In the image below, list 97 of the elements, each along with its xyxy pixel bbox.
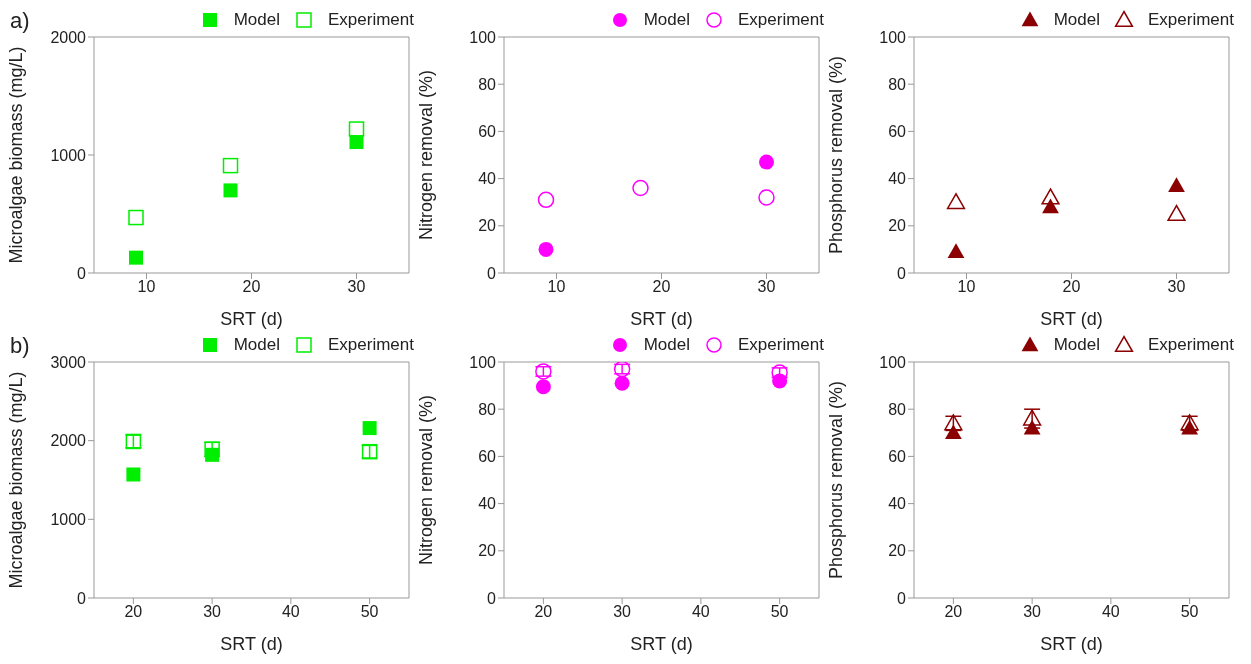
point xyxy=(348,121,365,137)
x-tick-label: 20 xyxy=(652,278,671,296)
y-axis-title: Nitrogen removal (%) xyxy=(416,394,437,566)
point xyxy=(1023,419,1041,435)
x-tick-label: 30 xyxy=(347,278,366,296)
x-tick-label: 40 xyxy=(1101,603,1120,621)
y-tick-label: 40 xyxy=(478,495,497,513)
legend-label: Model xyxy=(1053,335,1101,355)
point xyxy=(759,154,774,170)
legend-label: Experiment xyxy=(1148,10,1234,30)
x-tick-label: 10 xyxy=(547,278,566,296)
y-axis-title: Phosphorus removal (%) xyxy=(826,55,847,255)
y-tick-label: 20 xyxy=(888,542,907,560)
legend-label: Experiment xyxy=(328,10,414,30)
y-axis-title: Phosphorus removal (%) xyxy=(826,380,847,580)
point xyxy=(362,421,377,436)
x-tick-label: 30 xyxy=(1023,603,1042,621)
point xyxy=(126,467,141,482)
y-tick-label: 2000 xyxy=(50,28,87,46)
x-tick-label: 10 xyxy=(137,278,156,296)
legend-label: Experiment xyxy=(738,10,824,30)
x-tick-label: 20 xyxy=(944,603,963,621)
y-tick-label: 100 xyxy=(879,353,907,371)
y-tick-label: 80 xyxy=(888,75,907,93)
x-axis-title: SRT (d) xyxy=(630,634,693,654)
x-tick-label: 20 xyxy=(534,603,553,621)
y-tick-label: 40 xyxy=(478,170,497,188)
y-tick-label: 20 xyxy=(478,542,497,560)
x-tick-label: 40 xyxy=(691,603,710,621)
legend-label: Experiment xyxy=(738,335,824,355)
y-tick-label: 0 xyxy=(487,264,497,282)
point xyxy=(1041,188,1060,205)
y-tick-label: 3000 xyxy=(50,353,87,371)
point xyxy=(758,189,775,206)
x-tick-label: 20 xyxy=(124,603,143,621)
y-tick-label: 100 xyxy=(469,353,497,371)
y-tick-label: 100 xyxy=(469,28,497,46)
point xyxy=(947,243,965,259)
y-tick-label: 80 xyxy=(888,400,907,418)
x-tick-label: 40 xyxy=(281,603,300,621)
y-tick-label: 1000 xyxy=(50,511,87,529)
x-axis-title: SRT (d) xyxy=(1040,634,1103,654)
x-tick-label: 30 xyxy=(757,278,776,296)
y-tick-label: 0 xyxy=(897,264,907,282)
point xyxy=(129,250,143,265)
y-tick-label: 60 xyxy=(478,123,497,141)
y-tick-label: 60 xyxy=(888,123,907,141)
x-axis-title: SRT (d) xyxy=(220,309,283,329)
point xyxy=(537,191,555,209)
y-tick-label: 100 xyxy=(879,28,907,46)
y-tick-label: 80 xyxy=(478,75,497,93)
x-tick-label: 20 xyxy=(1062,278,1081,296)
point xyxy=(946,193,966,210)
x-tick-label: 30 xyxy=(613,603,632,621)
point xyxy=(632,179,649,197)
y-tick-label: 80 xyxy=(478,400,497,418)
x-tick-label: 30 xyxy=(1167,278,1186,296)
y-tick-label: 40 xyxy=(888,170,907,188)
legend-label: Experiment xyxy=(328,335,414,355)
y-tick-label: 0 xyxy=(77,264,87,282)
text: b) xyxy=(10,333,30,359)
x-tick-label: 50 xyxy=(1180,603,1199,621)
y-tick-label: 20 xyxy=(888,217,907,235)
text: a) xyxy=(10,8,30,34)
point xyxy=(944,424,962,440)
point xyxy=(223,183,238,198)
point xyxy=(128,209,144,226)
y-axis-title: Microalgae biomass (mg/L) xyxy=(6,371,27,589)
legend-label: Model xyxy=(643,335,691,355)
x-axis-title: SRT (d) xyxy=(630,309,693,329)
legend-label: Model xyxy=(643,10,691,30)
point xyxy=(1168,177,1185,192)
y-tick-label: 60 xyxy=(888,448,907,466)
y-tick-label: 40 xyxy=(888,495,907,513)
legend-label: Model xyxy=(233,335,281,355)
x-tick-label: 50 xyxy=(360,603,379,621)
point xyxy=(538,241,554,257)
x-tick-label: 50 xyxy=(770,603,789,621)
y-tick-label: 0 xyxy=(487,589,497,607)
y-tick-label: 1000 xyxy=(50,146,87,164)
y-axis-title: Microalgae biomass (mg/L) xyxy=(6,46,27,264)
y-tick-label: 60 xyxy=(478,448,497,466)
legend-label: Model xyxy=(1053,10,1101,30)
y-tick-label: 2000 xyxy=(50,432,87,450)
y-tick-label: 0 xyxy=(897,589,907,607)
y-tick-label: 0 xyxy=(77,589,87,607)
x-axis-title: SRT (d) xyxy=(1040,309,1103,329)
point xyxy=(1167,204,1186,222)
x-tick-label: 20 xyxy=(242,278,261,296)
legend-label: Model xyxy=(233,10,281,30)
legend-label: Experiment xyxy=(1148,335,1234,355)
y-tick-label: 20 xyxy=(478,217,497,235)
x-tick-label: 10 xyxy=(957,278,976,296)
y-axis-title: Nitrogen removal (%) xyxy=(416,69,437,241)
x-axis-title: SRT (d) xyxy=(220,634,283,654)
x-tick-label: 30 xyxy=(203,603,222,621)
point xyxy=(222,157,239,174)
